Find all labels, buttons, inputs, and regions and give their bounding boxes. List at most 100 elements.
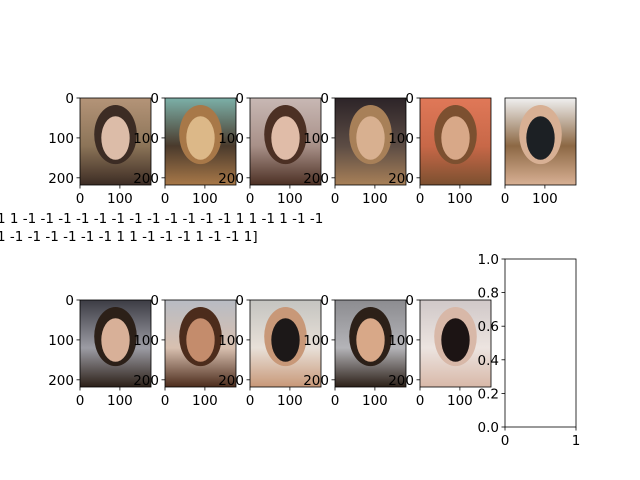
y-tick-label: 0.0 <box>478 420 499 436</box>
y-tick-label: 200 <box>303 373 329 389</box>
label-line-1: 1 1 -1 -1 -1 -1 -1 -1 -1 -1 -1 -1 -1 -1 … <box>0 211 323 227</box>
y-tick-label: 200 <box>388 373 414 389</box>
image-panel: 0 100 0 100 200 <box>218 293 322 409</box>
face-shape <box>356 318 385 362</box>
y-tick-label: 1.0 <box>478 252 499 268</box>
y-tick-label: 100 <box>48 131 74 147</box>
y-tick-label: 200 <box>48 171 74 187</box>
y-tick-label: 200 <box>218 373 244 389</box>
x-tick-label: 100 <box>107 191 133 207</box>
y-tick-label: 0 <box>150 293 159 309</box>
y-tick-label: 100 <box>388 131 414 147</box>
axes-frame <box>249 97 322 186</box>
image-panel: 0 100 0 100 200 <box>388 91 492 207</box>
y-tick-label: 200 <box>48 373 74 389</box>
y-tick-label: 100 <box>133 131 159 147</box>
image-panel: 0 100 0 100 200 <box>388 293 492 409</box>
y-tick-label: 0 <box>320 293 329 309</box>
face-shape <box>356 116 385 160</box>
y-tick-label: 100 <box>218 333 244 349</box>
axes-frame <box>249 299 322 388</box>
x-tick-label: 0 <box>331 393 340 409</box>
y-tick-label: 0.4 <box>478 353 499 369</box>
face-shape <box>441 318 470 362</box>
face-shape <box>186 318 215 362</box>
face-shape <box>271 318 300 362</box>
y-tick-label: 0 <box>405 293 414 309</box>
axes-frame <box>419 97 492 186</box>
y-tick-label: 0 <box>235 91 244 107</box>
y-tick-label: 0.8 <box>478 286 499 302</box>
x-tick-label: 100 <box>277 191 303 207</box>
x-tick-label: 0 <box>76 393 85 409</box>
y-tick-label: 0.6 <box>478 319 499 335</box>
face-shape <box>441 116 470 160</box>
y-tick-label: 200 <box>388 171 414 187</box>
x-tick-label: 0 <box>416 191 425 207</box>
x-tick-label: 100 <box>107 393 133 409</box>
axes-frame <box>334 299 407 388</box>
x-tick-label: 100 <box>192 393 218 409</box>
x-tick-label: 0 <box>161 393 170 409</box>
x-tick-label: 100 <box>532 191 558 207</box>
axes-frame <box>79 97 152 186</box>
face-shape <box>526 116 555 160</box>
image-panel: 0 100 0 100 200 <box>133 91 237 207</box>
x-tick-label: 0 <box>331 191 340 207</box>
image-panel: 0 100 0 100 200 <box>303 293 407 409</box>
y-tick-label: 0.2 <box>478 386 499 402</box>
face-shape <box>271 116 300 160</box>
y-tick-label: 100 <box>48 333 74 349</box>
image-panel: 0 100 0 100 200 <box>48 91 152 207</box>
y-tick-label: 100 <box>133 333 159 349</box>
y-tick-label: 0 <box>405 91 414 107</box>
label-array-text: 1 1 -1 -1 -1 -1 -1 -1 -1 -1 -1 -1 -1 -1 … <box>0 211 323 245</box>
y-tick-label: 0 <box>65 293 74 309</box>
x-tick-label: 0 <box>246 393 255 409</box>
image-panel: 0 100 <box>501 97 577 207</box>
y-tick-label: 100 <box>218 131 244 147</box>
x-tick-label: 1 <box>572 433 581 449</box>
x-tick-label: 0 <box>161 191 170 207</box>
x-tick-label: 0 <box>416 393 425 409</box>
y-tick-label: 0 <box>235 293 244 309</box>
axes-frame <box>164 299 237 388</box>
image-panel: 0 100 0 100 200 <box>218 91 322 207</box>
x-tick-label: 100 <box>447 393 473 409</box>
x-tick-label: 0 <box>246 191 255 207</box>
label-line-2: 1 -1 -1 -1 -1 -1 -1 1 1 -1 -1 -1 1 -1 -1… <box>0 229 258 245</box>
x-tick-label: 0 <box>501 191 510 207</box>
image-panel: 0 100 0 100 200 <box>303 91 407 207</box>
axes-frame <box>419 299 492 388</box>
y-tick-label: 200 <box>133 171 159 187</box>
y-tick-label: 100 <box>388 333 414 349</box>
y-tick-label: 0 <box>320 91 329 107</box>
axes-frame <box>79 299 152 388</box>
y-tick-label: 200 <box>133 373 159 389</box>
image-panel: 0 100 0 100 200 <box>133 293 237 409</box>
y-tick-label: 0 <box>65 91 74 107</box>
axes-frame <box>164 97 237 186</box>
x-tick-label: 100 <box>447 191 473 207</box>
x-tick-label: 0 <box>501 433 510 449</box>
face-shape <box>101 116 130 160</box>
y-tick-label: 200 <box>303 171 329 187</box>
y-tick-label: 0 <box>150 91 159 107</box>
x-tick-label: 100 <box>192 191 218 207</box>
axes-frame <box>504 97 577 186</box>
image-panel: 0 100 0 100 200 <box>48 293 152 409</box>
x-tick-label: 0 <box>76 191 85 207</box>
x-tick-label: 100 <box>362 393 388 409</box>
empty-axes: 0 1 0.0 0.2 0.4 0.6 0.8 1.0 <box>478 252 581 449</box>
y-tick-label: 100 <box>303 131 329 147</box>
face-shape <box>101 318 130 362</box>
x-tick-label: 100 <box>277 393 303 409</box>
axes-frame <box>334 97 407 186</box>
y-tick-label: 200 <box>218 171 244 187</box>
y-tick-label: 100 <box>303 333 329 349</box>
x-tick-label: 100 <box>362 191 388 207</box>
face-shape <box>186 116 215 160</box>
empty-axes-frame <box>504 258 577 428</box>
